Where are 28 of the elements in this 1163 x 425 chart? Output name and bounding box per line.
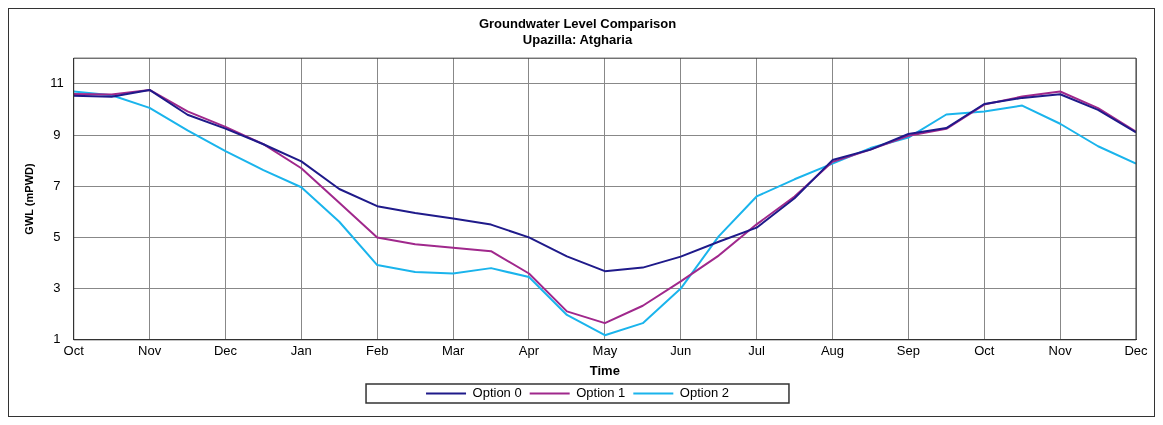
x-tick-label: Dec xyxy=(213,343,238,359)
x-tick-label: Nov xyxy=(138,343,162,359)
x-tick-label: Sep xyxy=(896,343,920,359)
x-axis-title: Time xyxy=(589,362,620,378)
y-tick-label: 7 xyxy=(53,177,61,193)
x-tick-label: Jan xyxy=(290,343,312,359)
x-tick-label: Aug xyxy=(820,343,845,359)
chart-title: Groundwater Level Comparison xyxy=(478,16,677,32)
legend-label: Option 2 xyxy=(679,385,729,401)
y-tick-label: 11 xyxy=(50,75,64,91)
chart-subtitle: Upazilla: Atgharia xyxy=(522,31,633,47)
x-tick-label: Nov xyxy=(1048,343,1073,359)
x-tick-label: May xyxy=(592,343,618,359)
x-tick-label: Apr xyxy=(518,343,540,359)
x-tick-label: Oct xyxy=(974,343,995,359)
x-tick-label: Jul xyxy=(748,343,766,359)
x-tick-label: Mar xyxy=(441,343,465,359)
y-axis-title: GWL (mPWD) xyxy=(22,163,35,235)
y-tick-label: 1 xyxy=(53,331,61,347)
legend-label: Option 0 xyxy=(472,385,522,401)
legend-label: Option 1 xyxy=(576,385,626,401)
y-tick-label: 3 xyxy=(53,280,61,296)
x-tick-label: Dec xyxy=(1124,343,1149,359)
y-tick-label: 9 xyxy=(53,126,61,142)
x-tick-label: Feb xyxy=(366,343,389,359)
x-tick-label: Oct xyxy=(63,343,85,359)
y-tick-label: 5 xyxy=(53,228,61,244)
x-tick-label: Jun xyxy=(670,343,692,359)
